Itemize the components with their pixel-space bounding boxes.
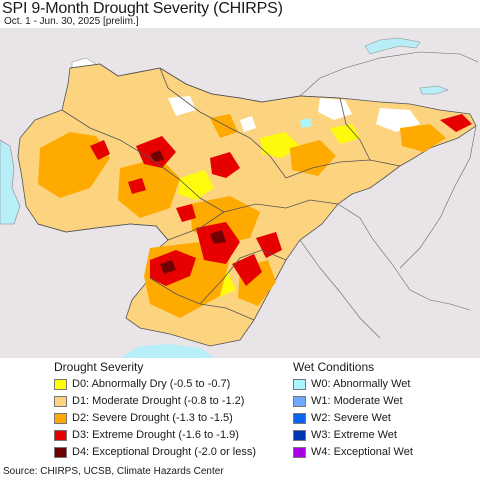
near-normal-areas (168, 96, 420, 132)
legend-item-w4: W4: Exceptional Wet (293, 445, 413, 459)
legend-label-d4: D4: Exceptional Drought (-2.0 or less) (72, 446, 257, 458)
map-subtitle: Oct. 1 - Jun. 30, 2025 [prelim.] (4, 16, 139, 27)
legend-item-w1: W1: Moderate Wet (293, 394, 403, 408)
wet-legend-heading: Wet Conditions (293, 360, 375, 374)
legend-label-d0: D0: Abnormally Dry (-0.5 to -0.7) (72, 378, 231, 390)
swatch-w4 (293, 446, 306, 458)
neighbour-borders (299, 51, 479, 339)
legend-item-d2: D2: Severe Drought (-1.3 to -1.5) (54, 411, 233, 425)
swatch-w1 (293, 395, 306, 407)
caspian-sea (0, 139, 21, 225)
legend-label-w2: W2: Severe Wet (311, 412, 391, 424)
swatch-d1 (54, 395, 67, 407)
drought-map (0, 28, 480, 358)
d4-exceptional-drought (150, 150, 226, 274)
legend-item-w3: W3: Extreme Wet (293, 428, 397, 442)
swatch-w3 (293, 429, 306, 441)
swatch-w2 (293, 412, 306, 424)
swatch-d0 (54, 378, 67, 390)
swatch-w0 (293, 378, 306, 390)
legend-label-d3: D3: Extreme Drought (-1.6 to -1.9) (72, 429, 239, 441)
legend-item-w2: W2: Severe Wet (293, 411, 391, 425)
lake-issyk-kul (419, 85, 449, 95)
legend-label-w4: W4: Exceptional Wet (311, 446, 413, 458)
legend-label-w3: W3: Extreme Wet (311, 429, 397, 441)
legend-item-d0: D0: Abnormally Dry (-0.5 to -0.7) (54, 377, 230, 391)
source-credit: Source: CHIRPS, UCSB, Climate Hazards Ce… (3, 466, 224, 477)
legend-label-d2: D2: Severe Drought (-1.3 to -1.5) (72, 412, 233, 424)
w0-abnormally-wet (300, 118, 312, 128)
country-borders (37, 63, 401, 321)
legend-panel: Drought Severity D0: Abnormally Dry (-0.… (0, 358, 480, 464)
map-title: SPI 9-Month Drought Severity (CHIRPS) (2, 0, 283, 17)
swatch-d3 (54, 429, 67, 441)
legend-label-d1: D1: Moderate Drought (-0.8 to -1.2) (72, 395, 245, 407)
drought-legend-heading: Drought Severity (54, 360, 144, 374)
lake-balkhash (364, 37, 421, 55)
swatch-d2 (54, 412, 67, 424)
legend-item-d1: D1: Moderate Drought (-0.8 to -1.2) (54, 394, 244, 408)
legend-label-w1: W1: Moderate Wet (311, 395, 403, 407)
legend-item-w0: W0: Abnormally Wet (293, 377, 410, 391)
arabian-sea (120, 344, 215, 358)
legend-item-d4: D4: Exceptional Drought (-2.0 or less) (54, 445, 256, 459)
legend-item-d3: D3: Extreme Drought (-1.6 to -1.9) (54, 428, 239, 442)
legend-label-w0: W0: Abnormally Wet (311, 378, 411, 390)
swatch-d4 (54, 446, 67, 458)
